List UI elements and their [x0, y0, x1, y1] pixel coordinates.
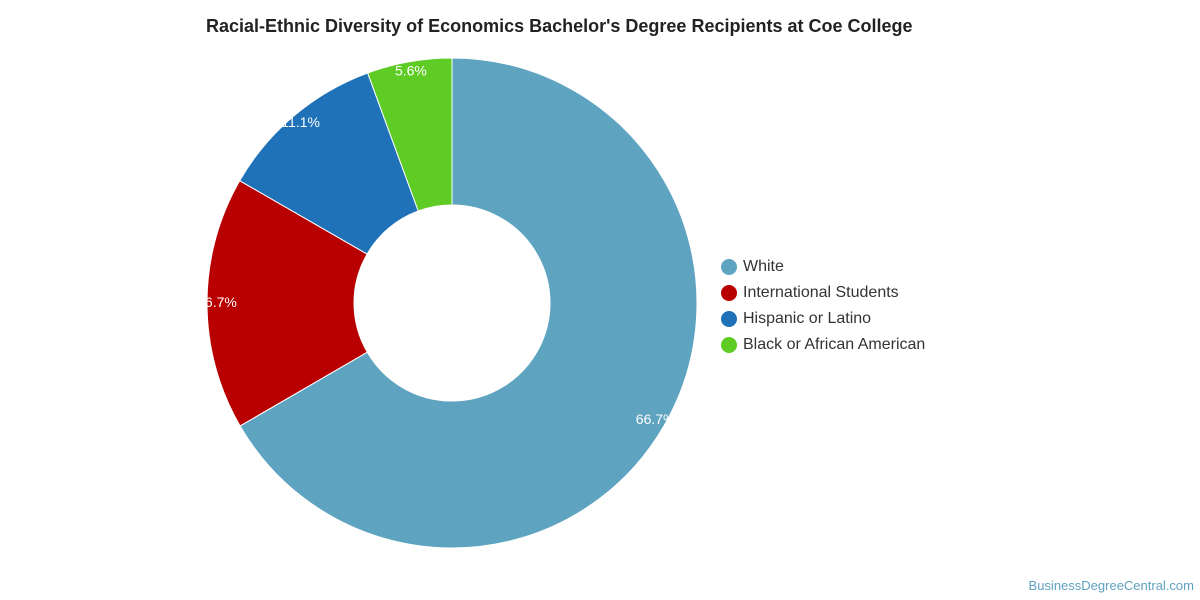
legend-label: Black or African American [743, 336, 926, 353]
legend-item-white: White [721, 254, 925, 280]
slice-label-black-or-african-american: 5.6% [395, 62, 427, 78]
slice-label-international-students: 16.7% [197, 294, 237, 310]
source-credit: BusinessDegreeCentral.com [1028, 578, 1194, 593]
legend-item-hispanic-or-latino: Hispanic or Latino [721, 306, 925, 332]
legend-label: International Students [743, 284, 899, 301]
chart-title: Racial-Ethnic Diversity of Economics Bac… [206, 16, 913, 36]
slice-label-white: 66.7% [636, 411, 676, 427]
slice-label-hispanic-or-latino: 11.1% [281, 114, 320, 130]
legend-label: Hispanic or Latino [743, 310, 872, 327]
donut-slice-labels: 66.7% 16.7% 11.1% 5.6% [197, 62, 675, 427]
donut-slices [206, 57, 698, 549]
legend-item-black-or-african-american: Black or African American [721, 332, 925, 358]
legend-item-international-students: International Students [721, 280, 925, 306]
legend-label: White [743, 258, 784, 275]
legend-swatch-icon [721, 311, 737, 327]
slice-black-or-african-american [367, 57, 453, 212]
slice-international-students [206, 180, 368, 427]
slice-hispanic-or-latino [239, 72, 419, 255]
chart-legend: White International Students Hispanic or L… [721, 254, 925, 358]
legend-swatch-icon [721, 259, 737, 275]
slice-white [239, 57, 698, 549]
legend-swatch-icon [721, 337, 737, 353]
legend-swatch-icon [721, 285, 737, 301]
